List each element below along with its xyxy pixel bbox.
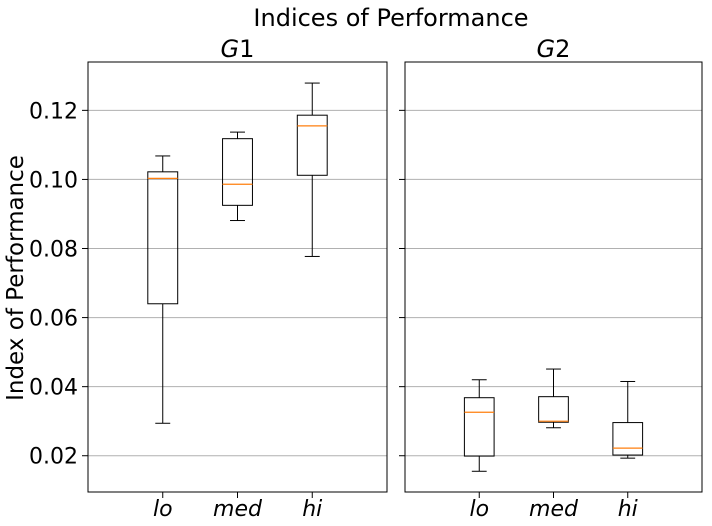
panel-2: G2 lo med hi — [399, 35, 703, 522]
box-lo — [463, 379, 495, 472]
iqr-box — [296, 114, 328, 176]
iqr-box — [463, 397, 495, 457]
y-axis-label: Index of Performance — [3, 155, 29, 401]
y-tick-label: 0.04 — [29, 376, 78, 401]
panel-1: 0.02 0.04 0.06 0.08 0.10 0.12 G1 lo med hi — [29, 35, 388, 522]
x-tick-label: med — [213, 497, 263, 522]
box-lo — [147, 155, 179, 424]
box-hi — [612, 380, 644, 459]
panel-title-letter: G — [221, 35, 240, 63]
box-med — [222, 131, 253, 222]
x-tick-label: hi — [618, 497, 638, 522]
y-tick-label: 0.02 — [29, 445, 78, 470]
iqr-box — [147, 171, 179, 305]
panel-title-number: 1 — [239, 35, 254, 63]
y-tick-label: 0.06 — [29, 307, 78, 332]
iqr-box — [538, 396, 569, 423]
panel-title-letter: G — [537, 35, 556, 63]
figure-title: Indices of Performance — [253, 4, 528, 32]
x-tick-label: lo — [153, 497, 173, 522]
axes-frame — [404, 61, 703, 493]
y-tick-label: 0.12 — [29, 99, 78, 124]
panel-title: G2 — [537, 35, 571, 63]
y-tick-label: 0.08 — [29, 238, 78, 263]
x-tick-label: lo — [469, 497, 489, 522]
x-tick-label: med — [529, 497, 579, 522]
box-med — [538, 368, 569, 429]
axes-frame — [87, 61, 388, 493]
panel-title-number: 2 — [555, 35, 570, 63]
iqr-box — [612, 422, 644, 456]
panel-title: G1 — [221, 35, 255, 63]
box-hi — [296, 82, 328, 257]
x-tick-label: hi — [302, 497, 322, 522]
iqr-box — [222, 138, 253, 206]
y-tick-label: 0.10 — [29, 168, 78, 193]
